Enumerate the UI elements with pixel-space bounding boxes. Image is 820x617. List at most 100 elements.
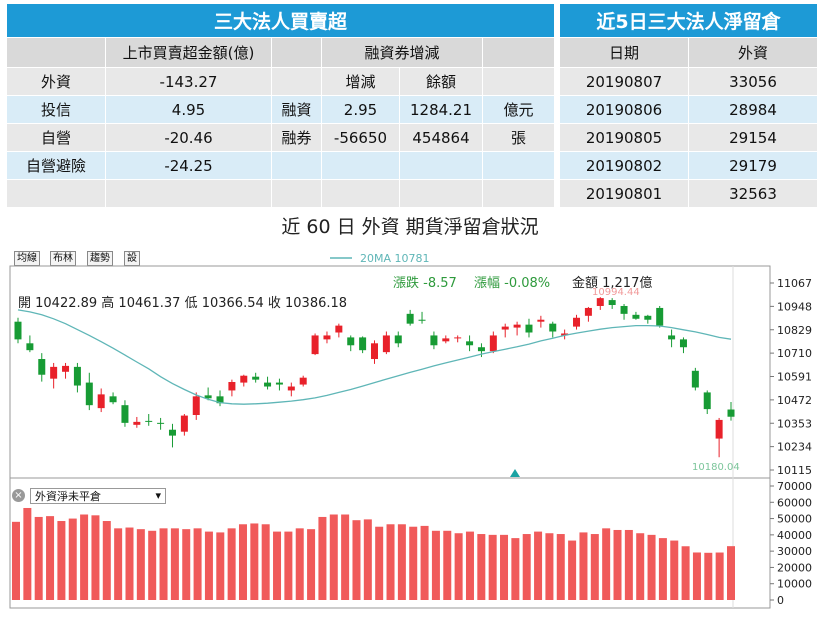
net-position-bar <box>613 529 622 600</box>
net-position-bar <box>102 521 111 600</box>
candle-body <box>335 325 343 333</box>
change-cell: -56650 <box>321 123 400 152</box>
candle-body <box>644 315 652 320</box>
net-position-bar <box>363 519 372 600</box>
net-position-bar <box>727 546 735 600</box>
ma-legend: 20MA 10781 <box>360 252 430 265</box>
candle-body <box>549 323 557 332</box>
net-position-bar <box>34 516 43 600</box>
low-marker: 10180.04 <box>692 462 740 473</box>
indicator-dropdown-value: 外資淨未平倉 <box>35 489 101 503</box>
price-tick-label: 10710 <box>777 347 812 360</box>
net-position-bar <box>307 529 316 600</box>
row-label <box>6 179 106 208</box>
net-position-bar <box>511 538 520 600</box>
net-tick-label: 30000 <box>777 545 812 558</box>
row-label: 投信 <box>6 95 106 124</box>
candle-body <box>264 382 272 387</box>
candle-body <box>584 307 592 316</box>
net-position-bar <box>250 523 259 600</box>
value-cell: 33056 <box>687 67 819 96</box>
institutional-table: 三大法人買賣超 上市買賣超金額(億) 融資券增減 外資 -143.27 增減 餘… <box>5 3 556 208</box>
net-position-bar <box>624 529 633 600</box>
candle-body <box>371 343 378 360</box>
position-table-title: 近5日三大法人淨留倉 <box>558 3 819 38</box>
candle-body <box>418 319 426 321</box>
amount-cell: -20.46 <box>105 123 272 152</box>
header-balance: 餘額 <box>399 67 483 96</box>
candle-body <box>359 337 367 351</box>
header-amount: 上市買賣超金額(億) <box>105 37 272 68</box>
candle-body <box>168 429 176 436</box>
close-icon[interactable]: × <box>12 489 25 502</box>
value-cell: 29154 <box>687 123 819 152</box>
net-position-bar <box>692 552 701 600</box>
price-tick-label: 10353 <box>777 417 812 430</box>
balance-cell: 454864 <box>399 123 483 152</box>
net-position-bar <box>204 531 213 600</box>
candle-body <box>561 333 569 336</box>
candle-body <box>192 396 200 415</box>
net-position-bar <box>170 528 179 600</box>
net-position-bar <box>420 525 429 600</box>
row-label: 自營避險 <box>6 151 106 180</box>
balance-cell <box>399 179 483 208</box>
candle-body <box>608 300 616 305</box>
type-cell <box>271 151 322 180</box>
amount-cell: -143.27 <box>105 67 272 96</box>
net-position-bar <box>182 529 191 600</box>
net-position-bar <box>125 527 134 600</box>
type-cell <box>271 179 322 208</box>
net-position-bar <box>114 528 123 600</box>
net-position-bar <box>261 524 270 600</box>
change-readout: 漲跌 -8.57 <box>393 275 457 291</box>
net-position-bar <box>352 520 361 600</box>
net-position-bar <box>568 540 577 600</box>
net-position-bar <box>386 524 395 600</box>
net-position-bar <box>443 530 452 600</box>
chevron-down-icon: ▾ <box>155 489 161 502</box>
candle-body <box>727 409 735 417</box>
balance-cell: 1284.21 <box>399 95 483 124</box>
candle-body <box>347 337 355 346</box>
indicator-bar: × 外資淨未平倉 ▾ <box>12 487 166 504</box>
candle-body <box>715 419 723 439</box>
net-position-bar <box>454 533 463 600</box>
candle-body <box>323 335 331 340</box>
value-cell: 28984 <box>687 95 819 124</box>
net-position-bar <box>375 526 384 600</box>
candle-body <box>679 339 687 348</box>
header-margin: 融資券增減 <box>321 37 483 68</box>
date-cell: 20190806 <box>559 95 689 124</box>
net-position-bar <box>12 521 20 600</box>
net-position-bar <box>57 521 66 600</box>
header-blank <box>481 37 556 68</box>
candle-body <box>632 314 640 319</box>
bollinger-button[interactable]: 布林 <box>50 251 76 266</box>
net-position-bar <box>522 534 531 600</box>
net-position-bar <box>465 531 474 600</box>
candle-body <box>406 313 414 324</box>
net-position-bar <box>556 534 565 600</box>
price-tick-label: 10591 <box>777 371 812 384</box>
net-position-bar <box>534 531 543 600</box>
net-position-bar <box>397 524 406 600</box>
date-cell: 20190807 <box>559 67 689 96</box>
candle-body <box>50 366 58 379</box>
net-position-bar <box>318 516 327 600</box>
pct-readout: 漲幅 -0.08% <box>474 276 550 291</box>
change-cell <box>321 179 400 208</box>
net-position-bar <box>681 546 690 600</box>
net-position-bar <box>579 532 588 600</box>
net-tick-label: 70000 <box>777 480 812 493</box>
net-tick-label: 50000 <box>777 513 812 526</box>
indicator-dropdown[interactable]: 外資淨未平倉 ▾ <box>30 487 166 504</box>
candle-body <box>513 324 521 328</box>
candle-body <box>501 326 509 330</box>
net-tick-label: 40000 <box>777 529 812 542</box>
candle-body <box>252 376 260 380</box>
net-tick-label: 10000 <box>777 578 812 591</box>
header-foreign: 外資 <box>687 37 819 68</box>
unit-cell <box>481 67 556 96</box>
row-label: 外資 <box>6 67 106 96</box>
